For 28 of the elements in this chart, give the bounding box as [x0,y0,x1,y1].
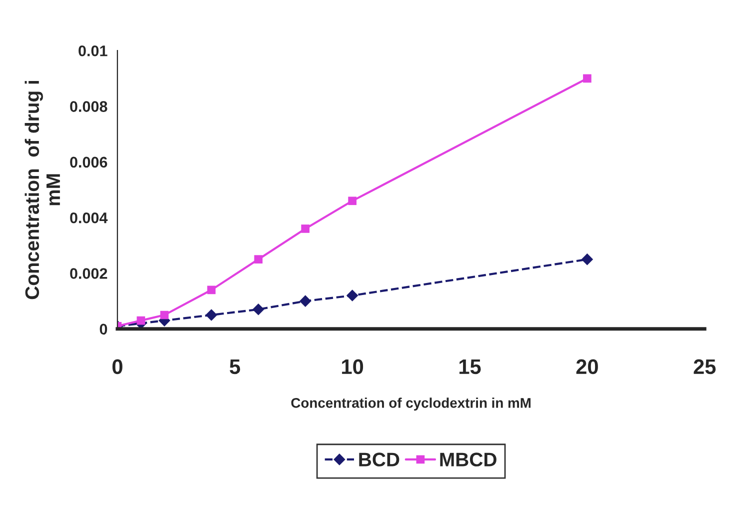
x-tick-label: 5 [230,360,240,374]
x-tick-label: 25 [694,359,716,374]
y-tick-label: 0.006 [70,156,108,168]
x-tick-label: 15 [459,360,481,374]
point [348,196,356,206]
y-axis-title: Concentration of drug i mM [24,80,60,300]
point [299,295,312,307]
legend-label: BCD [359,452,400,466]
point [583,74,592,83]
point [206,309,218,321]
legend-label: MBCD [440,452,496,466]
y-tick-label: 0.004 [70,212,108,224]
point [252,304,264,316]
y-tick-label: 0 [100,324,108,335]
point [346,290,358,302]
point [136,316,146,325]
x-tick-label: 20 [576,359,598,374]
x-tick-label: 0 [112,359,122,374]
point [207,286,216,294]
y-tick-label: 0.002 [70,268,108,279]
x-tick-label: 10 [342,359,364,374]
point [581,253,594,266]
y-tick-label: 0.008 [70,101,108,112]
point [254,255,263,264]
x-axis-title: Concentration of cyclodextrin in mM [291,398,530,411]
y-tick-label: 0.01 [78,45,108,56]
point [301,224,310,233]
point [160,310,169,320]
